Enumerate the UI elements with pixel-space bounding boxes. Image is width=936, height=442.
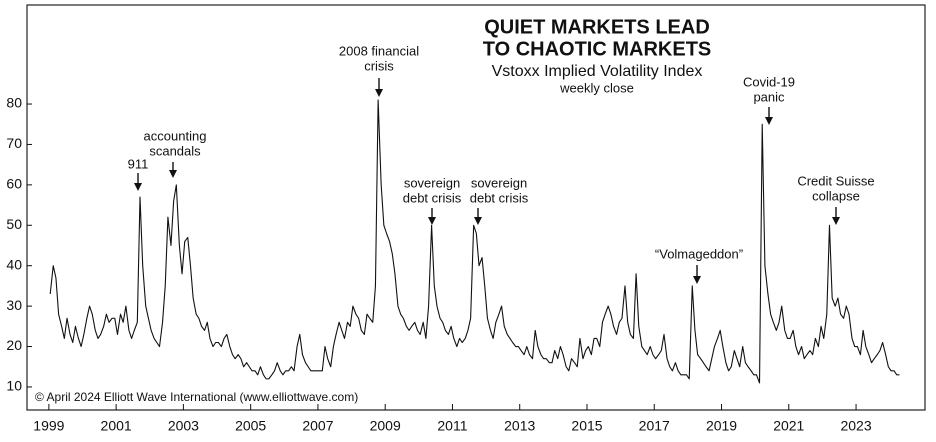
annotation-arrowhead xyxy=(134,183,142,191)
annotation: crisis xyxy=(364,58,394,73)
y-tick-label: 50 xyxy=(6,216,22,232)
chart-title: QUIET MARKETS LEAD xyxy=(484,16,710,38)
x-tick-label: 2015 xyxy=(571,418,602,434)
x-tick-label: 2003 xyxy=(168,418,199,434)
annotation-arrowhead xyxy=(474,217,482,225)
y-tick-label: 60 xyxy=(6,176,22,192)
x-tick-label: 2021 xyxy=(773,418,804,434)
data-line xyxy=(49,99,900,384)
annotation: accounting xyxy=(144,128,207,143)
annotation: debt crisis xyxy=(470,190,529,205)
y-tick-label: 10 xyxy=(6,378,22,394)
y-tick-label: 40 xyxy=(6,256,22,272)
annotation: collapse xyxy=(812,188,860,203)
annotation: sovereign xyxy=(471,175,527,190)
annotation-arrowhead xyxy=(832,217,840,225)
annotation: “Volmageddon” xyxy=(655,246,743,261)
annotation-arrowhead xyxy=(428,217,436,225)
y-tick-label: 30 xyxy=(6,297,22,313)
annotation: 911 xyxy=(128,156,149,171)
annotation-arrowhead xyxy=(765,117,773,125)
source-note: © April 2024 Elliott Wave International … xyxy=(35,390,358,404)
x-tick-label: 2005 xyxy=(235,418,266,434)
x-tick-label: 2023 xyxy=(840,418,871,434)
y-tick-label: 70 xyxy=(6,135,22,151)
y-tick-label: 80 xyxy=(6,95,22,111)
annotation-arrowhead xyxy=(375,89,383,97)
x-tick-label: 2001 xyxy=(101,418,132,434)
y-tick-label: 20 xyxy=(6,337,22,353)
annotation: panic xyxy=(753,89,785,104)
x-tick-label: 2013 xyxy=(504,418,535,434)
annotation-arrowhead xyxy=(693,276,701,284)
annotation: 2008 financial xyxy=(339,43,419,58)
annotation: debt crisis xyxy=(403,190,462,205)
chart-subtitle: Vstoxx Implied Volatility Index xyxy=(492,63,703,80)
chart-title: TO CHAOTIC MARKETS xyxy=(483,38,712,60)
x-tick-label: 2011 xyxy=(437,418,467,434)
x-tick-label: 2007 xyxy=(302,418,333,434)
annotation: Covid-19 xyxy=(743,74,795,89)
x-tick-label: 1999 xyxy=(33,418,64,434)
chart-subtitle: weekly close xyxy=(559,80,634,95)
plot-frame xyxy=(26,4,926,411)
annotation: sovereign xyxy=(404,175,460,190)
x-tick-label: 2017 xyxy=(639,418,670,434)
x-tick-label: 2019 xyxy=(706,418,737,434)
x-tick-label: 2009 xyxy=(370,418,401,434)
annotation: scandals xyxy=(149,143,201,158)
annotation-arrowhead xyxy=(169,170,177,178)
annotation: Credit Suisse xyxy=(797,173,874,188)
